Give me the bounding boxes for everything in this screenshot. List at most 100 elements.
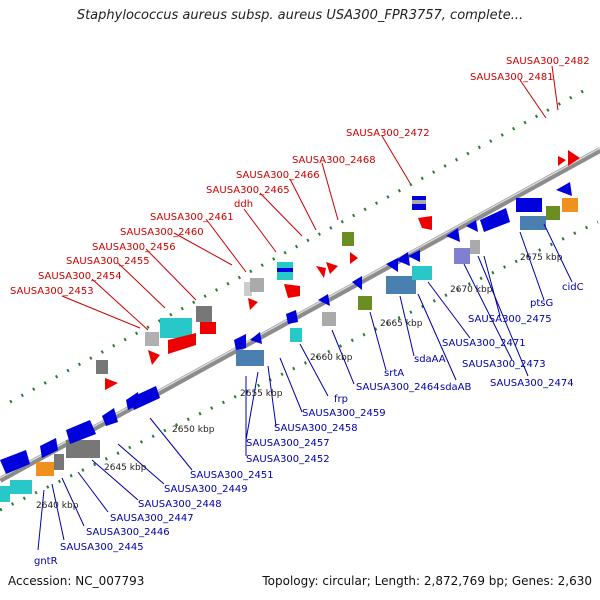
gene-label: gntR (34, 556, 58, 567)
gene-block (250, 278, 264, 292)
gene-arrow (250, 332, 262, 344)
gene-block (454, 248, 470, 264)
gene-label: SAUSA300_2448 (138, 499, 222, 510)
gene-block (562, 198, 578, 212)
gene-label: cidC (562, 282, 584, 293)
gene-arrow (148, 350, 160, 365)
accession-label: Accession: NC_007793 (8, 574, 145, 588)
gene-arrow (40, 438, 58, 458)
gene-label: SAUSA300_2466 (236, 170, 320, 181)
gene-arrow (396, 252, 410, 266)
gene-block (66, 440, 100, 458)
gene-arrow (568, 150, 580, 166)
gene-arrow (316, 266, 326, 278)
gene-arrow (386, 258, 398, 272)
leader-line (173, 232, 233, 266)
kbp-tick-label: 2640 kbp (36, 501, 79, 511)
gene-block (412, 200, 426, 204)
gene-arrow (168, 333, 196, 354)
gene-label: SAUSA300_2453 (10, 286, 94, 297)
leader-line (289, 178, 317, 231)
leader-line (77, 471, 109, 513)
bottom-gene-labels: gntR SAUSA300_2445 SAUSA300_2446 SAUSA30… (34, 282, 584, 567)
gene-arrow (480, 208, 510, 232)
leader-line (331, 329, 355, 385)
gene-block (160, 318, 192, 338)
gene-block (54, 454, 64, 470)
gene-block (470, 240, 480, 254)
gene-label: SAUSA300_2447 (110, 513, 194, 524)
leader-line (299, 343, 329, 397)
gene-block (546, 206, 560, 220)
gene-label: frp (334, 394, 348, 405)
gene-block (358, 296, 372, 310)
gene-features-bottom (0, 182, 578, 502)
gene-label: SAUSA300_2454 (38, 271, 122, 282)
leader-line (477, 255, 529, 377)
kbp-tick-label: 2670 kbp (450, 285, 493, 295)
gene-block (96, 360, 108, 374)
genome-backbone (0, 147, 600, 483)
gene-block (244, 282, 252, 296)
leader-line (381, 135, 411, 184)
gene-arrow (0, 450, 30, 474)
leader-line (37, 489, 45, 551)
topology-label: Topology: circular; Length: 2,872,769 bp… (262, 574, 592, 588)
gene-arrow (284, 284, 300, 298)
gene-label: SAUSA300_2449 (164, 484, 248, 495)
gene-arrow (286, 310, 298, 324)
gene-label: ptsG (530, 298, 553, 309)
leader-line (145, 248, 197, 301)
gene-arrow (102, 408, 118, 426)
leader-line (149, 417, 193, 471)
gene-label: SAUSA300_2481 (470, 72, 554, 83)
map-title: Staphylococcus aureus subsp. aureus USA3… (76, 8, 524, 23)
kbp-tick-label: 2655 kbp (240, 389, 283, 399)
gene-arrow (350, 252, 358, 264)
leader-line (369, 311, 387, 371)
gene-label: SAUSA300_2446 (86, 527, 170, 538)
leader-line (463, 263, 513, 361)
gene-block (342, 232, 354, 246)
gene-arrow (408, 250, 420, 262)
gene-label: SAUSA300_2482 (506, 56, 590, 67)
gene-block (145, 332, 159, 346)
kbp-tick-label: 2645 kbp (104, 463, 147, 473)
gene-block (200, 322, 216, 334)
gene-arrow (446, 228, 460, 242)
leader-line (267, 365, 277, 427)
gene-block (386, 276, 416, 294)
leader-line (117, 443, 165, 485)
leader-line (245, 371, 259, 441)
kbp-ticks: 2640 kbp 2645 kbp 2650 kbp 2655 kbp 2660… (36, 253, 563, 511)
gene-block (196, 306, 212, 322)
gene-arrow (105, 378, 118, 390)
leader-line (51, 483, 65, 541)
gene-block (322, 312, 336, 326)
gene-arrow (556, 182, 572, 196)
leader-line (427, 281, 471, 339)
gene-arrow (130, 386, 160, 410)
gene-label: SAUSA300_2457 (246, 438, 330, 449)
gene-label: SAUSA300_2461 (150, 212, 234, 223)
gene-block (0, 486, 10, 502)
gene-label: SAUSA300_2468 (292, 155, 376, 166)
gene-label: ddh (234, 199, 253, 210)
genome-backbone-highlight (0, 147, 600, 479)
gene-label: SAUSA300_2473 (462, 359, 546, 370)
kbp-tick-label: 2675 kbp (520, 253, 563, 263)
kbp-tick-label: 2665 kbp (380, 319, 423, 329)
leader-line (399, 295, 415, 357)
gene-arrow (352, 276, 362, 290)
gene-block (236, 350, 264, 366)
gene-block (412, 266, 432, 280)
gene-label: SAUSA300_2471 (442, 338, 526, 349)
leader-line (91, 278, 149, 331)
gene-label: SAUSA300_2459 (302, 408, 386, 419)
leader-line (551, 65, 559, 111)
gene-label: SAUSA300_2475 (468, 314, 552, 325)
gene-block (516, 198, 542, 212)
gene-label: SAUSA300_2464 (356, 382, 440, 393)
gene-label: SAUSA300_2456 (92, 242, 176, 253)
